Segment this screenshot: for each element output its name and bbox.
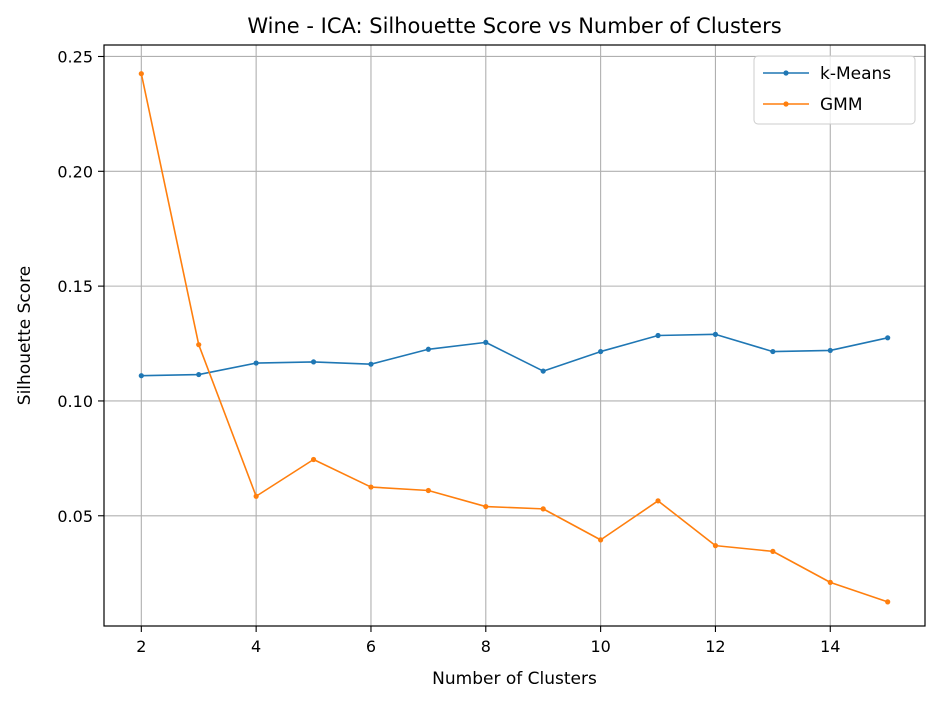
legend-marker-gmm — [783, 101, 789, 107]
plot-frame — [103, 44, 926, 627]
data-point-gmm — [598, 537, 604, 543]
y-tick-label: 0.25 — [57, 47, 93, 66]
data-point-k-means — [540, 368, 546, 374]
grid-lines — [104, 45, 925, 626]
data-point-k-means — [770, 348, 776, 355]
data-point-gmm — [196, 342, 202, 348]
data-point-k-means — [138, 373, 144, 379]
legend-label-gmm: GMM — [820, 95, 863, 115]
data-point-gmm — [253, 493, 259, 499]
y-tick-label: 0.10 — [57, 392, 93, 411]
x-tick-label: 12 — [705, 637, 725, 656]
data-point-gmm — [540, 506, 546, 512]
x-tick-label: 8 — [481, 637, 491, 656]
series-layer — [138, 71, 891, 605]
y-axis-label: Silhouette Score — [15, 266, 35, 405]
data-point-k-means — [598, 348, 604, 355]
data-point-gmm — [310, 456, 317, 463]
x-tick-label: 4 — [251, 637, 261, 656]
chart-title: Wine - ICA: Silhouette Score vs Number o… — [247, 14, 781, 38]
data-point-gmm — [655, 498, 661, 504]
data-point-gmm — [885, 599, 891, 605]
data-point-k-means — [885, 335, 891, 341]
x-axis-label: Number of Clusters — [432, 669, 597, 689]
data-point-k-means — [310, 359, 317, 365]
data-point-gmm — [827, 579, 833, 585]
series-line-gmm — [140, 73, 888, 603]
data-point-gmm — [483, 503, 489, 510]
data-point-k-means — [368, 361, 374, 367]
data-point-gmm — [368, 484, 374, 490]
data-point-gmm — [712, 543, 719, 549]
y-tick-label: 0.05 — [57, 507, 93, 526]
data-point-k-means — [253, 360, 259, 366]
y-tick-label: 0.15 — [57, 277, 93, 296]
y-tick-label: 0.20 — [57, 162, 93, 181]
data-point-gmm — [138, 71, 144, 77]
data-point-k-means — [712, 331, 719, 337]
axis-ticks: 2 4 6 8 10 12 14 0.05 0.10 0.15 0.20 0.25 — [57, 47, 840, 656]
x-tick-label: 2 — [136, 637, 146, 656]
legend-marker-kmeans — [783, 70, 789, 76]
legend-label-kmeans: k-Means — [820, 64, 891, 84]
x-tick-label: 10 — [590, 637, 610, 656]
x-tick-label: 6 — [366, 637, 376, 656]
data-point-gmm — [425, 487, 431, 494]
data-point-k-means — [655, 332, 661, 339]
data-point-k-means — [196, 371, 202, 378]
data-point-k-means — [425, 346, 431, 352]
x-tick-label: 14 — [820, 637, 840, 656]
data-point-gmm — [770, 548, 776, 554]
legend: k-Means GMM — [753, 55, 916, 125]
data-point-k-means — [827, 347, 833, 354]
series-line-k-means — [141, 333, 888, 377]
data-point-k-means — [483, 339, 489, 345]
